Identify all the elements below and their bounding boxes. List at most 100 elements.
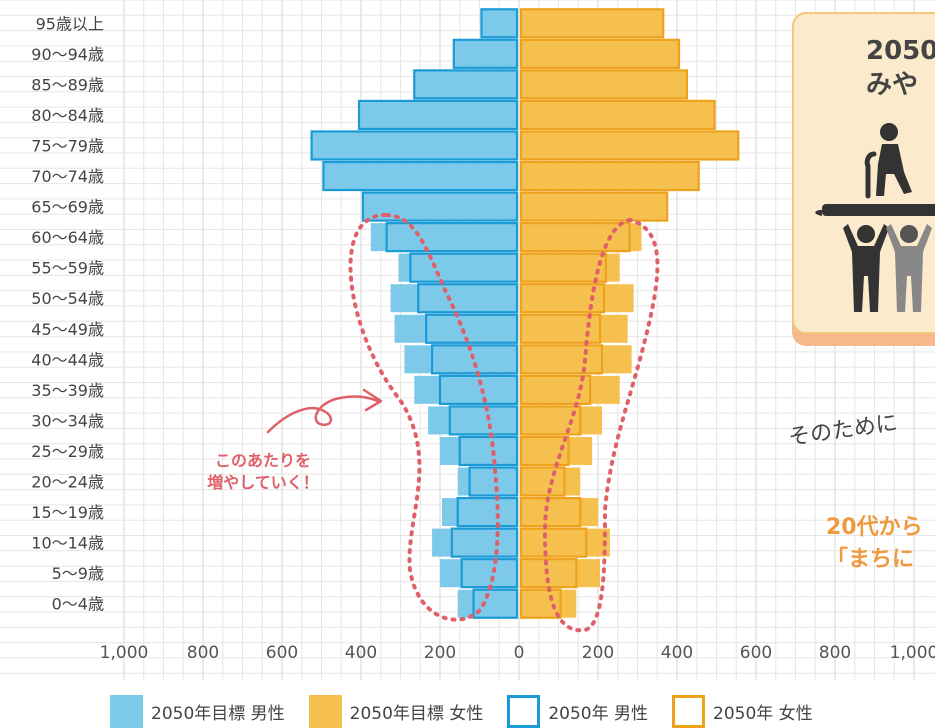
bar-female-fill-19 xyxy=(521,589,577,618)
bar-male-outline-0 xyxy=(480,8,519,39)
category-label-2: 85〜89歳 xyxy=(31,75,104,94)
card-title-line-1: 2050 xyxy=(866,36,935,66)
category-label-19: 0〜4歳 xyxy=(52,595,104,614)
bar-male-fill-16 xyxy=(441,498,517,527)
bar-male-outline-11 xyxy=(430,344,519,375)
bar-male-fill-4 xyxy=(311,131,517,160)
category-label-3: 80〜84歳 xyxy=(31,106,104,125)
category-label-11: 40〜44歳 xyxy=(31,350,104,369)
info-card: 2050 みや xyxy=(792,12,935,334)
bar-male-fill-15 xyxy=(457,467,517,496)
bar-male-outline-17 xyxy=(450,527,519,558)
category-label-4: 75〜79歳 xyxy=(31,136,104,155)
bar-male-fill-7 xyxy=(370,223,517,252)
category-label-6: 65〜69歳 xyxy=(31,198,104,217)
bar-female-fill-17 xyxy=(521,528,610,557)
bar-male-outline-4 xyxy=(310,130,519,161)
legend: 2050年目標 男性 2050年目標 女性 2050年 男性 2050年 女性 xyxy=(110,694,837,728)
bar-male-outline-1 xyxy=(452,38,519,69)
bar-male-fill-1 xyxy=(453,39,517,68)
legend-item-female: 2050年 女性 xyxy=(672,694,813,728)
bar-female-outline-5 xyxy=(519,160,700,192)
x-tick-1: 800 xyxy=(187,643,219,663)
bar-male-outline-9 xyxy=(417,283,519,314)
bar-female-fill-12 xyxy=(521,375,620,404)
legend-swatch-target-female xyxy=(308,694,342,728)
x-tick-3: 400 xyxy=(345,643,377,663)
callout-line-2: 増やしていく！ xyxy=(207,473,319,492)
highlight-text: 20代から 「まちに xyxy=(826,512,923,576)
bar-male-fill-17 xyxy=(432,528,517,557)
decorations xyxy=(266,212,660,633)
bar-male-outline-2 xyxy=(413,69,519,100)
bar-female-outline-12 xyxy=(519,374,592,405)
bar-female-outline-4 xyxy=(519,130,740,161)
bars xyxy=(310,8,740,619)
bar-female-fill-14 xyxy=(521,436,593,465)
bar-male-outline-16 xyxy=(456,496,519,528)
bar-female-fill-8 xyxy=(521,253,620,282)
x-tick-2: 600 xyxy=(266,643,298,663)
bar-female-outline-1 xyxy=(519,38,681,69)
bar-male-outline-14 xyxy=(458,435,519,467)
elderly-support-icon xyxy=(815,123,935,312)
bar-female-fill-16 xyxy=(521,498,599,527)
category-label-8: 55〜59歳 xyxy=(31,259,104,278)
legend-swatch-target-male xyxy=(110,694,143,728)
bar-female-outline-7 xyxy=(519,222,631,253)
bar-female-fill-5 xyxy=(521,162,699,191)
bar-female-outline-9 xyxy=(519,283,606,314)
bar-male-fill-13 xyxy=(428,406,517,435)
bar-male-fill-12 xyxy=(414,375,517,404)
x-tick-8: 600 xyxy=(740,643,772,663)
card-title-line-2: みや xyxy=(866,70,919,100)
bar-male-outline-7 xyxy=(385,222,519,253)
highlight-line-2: 「まちに xyxy=(826,547,915,572)
bar-female-fill-7 xyxy=(521,223,642,252)
bar-female-fill-2 xyxy=(521,70,687,99)
bar-male-fill-0 xyxy=(481,9,517,38)
bar-female-outline-3 xyxy=(519,99,716,131)
x-tick-0: 1,000 xyxy=(100,643,149,663)
legend-swatch-female xyxy=(672,694,706,728)
legend-swatch-male xyxy=(507,694,541,728)
bar-male-outline-10 xyxy=(425,313,519,344)
x-tick-9: 800 xyxy=(819,643,851,663)
category-label-16: 15〜19歳 xyxy=(31,503,104,522)
bar-male-fill-18 xyxy=(439,559,517,588)
bar-female-outline-6 xyxy=(519,191,669,222)
bar-female-outline-19 xyxy=(519,588,562,619)
category-label-12: 35〜39歳 xyxy=(31,381,104,400)
bar-female-outline-10 xyxy=(519,313,602,344)
bar-female-outline-0 xyxy=(519,8,665,39)
category-label-5: 70〜74歳 xyxy=(31,167,104,186)
x-tick-10: 1,000 xyxy=(890,643,935,663)
bar-female-fill-9 xyxy=(521,284,634,313)
category-label-1: 90〜94歳 xyxy=(31,45,104,64)
bar-female-outline-2 xyxy=(519,69,688,100)
category-label-14: 25〜29歳 xyxy=(31,442,104,461)
bar-male-outline-3 xyxy=(357,99,519,131)
legend-label-target-male: 2050年目標 男性 xyxy=(151,703,285,724)
right-highlight-ellipse xyxy=(542,217,660,633)
callout-arrow xyxy=(266,395,380,434)
highlight-line-1: 20代から xyxy=(826,515,923,540)
bar-male-fill-11 xyxy=(404,345,517,374)
bar-female-fill-18 xyxy=(521,559,600,588)
bar-male-outline-6 xyxy=(361,191,519,222)
x-tick-7: 400 xyxy=(661,643,693,663)
bar-female-fill-10 xyxy=(521,314,628,343)
bar-male-fill-2 xyxy=(414,70,517,99)
bar-female-fill-3 xyxy=(521,100,715,129)
legend-item-male: 2050年 男性 xyxy=(507,694,648,728)
callout-text: このあたりを 増やしていく！ xyxy=(178,450,348,494)
category-label-18: 5〜9歳 xyxy=(52,564,104,583)
x-tick-4: 200 xyxy=(424,643,456,663)
bar-male-fill-14 xyxy=(439,436,517,465)
bar-male-fill-8 xyxy=(398,253,517,282)
bar-female-outline-17 xyxy=(519,527,588,558)
bar-female-outline-14 xyxy=(519,435,570,467)
category-label-0: 95歳以上 xyxy=(36,14,104,33)
callout-line-1: このあたりを xyxy=(214,451,311,470)
